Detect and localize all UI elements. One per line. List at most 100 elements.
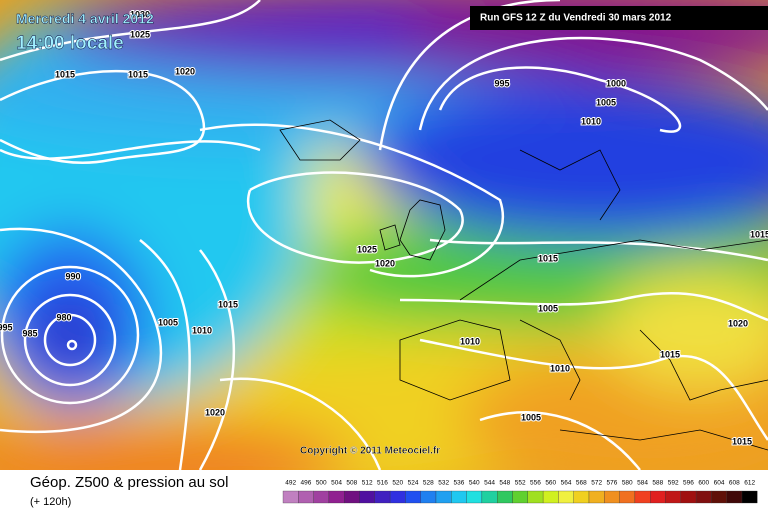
legend-label: 528 xyxy=(423,480,434,487)
legend-label: 552 xyxy=(515,480,526,487)
isobar-label: 1010 xyxy=(460,336,480,346)
legend-swatch xyxy=(619,490,636,504)
legend-label: 532 xyxy=(438,480,449,487)
isobar-label: 1020 xyxy=(728,318,748,328)
legend-label: 520 xyxy=(392,480,403,487)
isobar-label: 1010 xyxy=(192,325,212,335)
legend-label: 524 xyxy=(408,480,419,487)
time-label: 14:00 locale xyxy=(16,33,124,54)
legend-swatch xyxy=(588,490,605,504)
legend-swatch xyxy=(328,490,345,504)
legend-label: 536 xyxy=(454,480,465,487)
isobar-label: 990 xyxy=(65,271,80,281)
legend-label: 596 xyxy=(683,480,694,487)
isobar-label: 995 xyxy=(494,78,509,88)
isobar-label: 1025 xyxy=(130,29,150,39)
legend-swatch xyxy=(558,490,574,504)
isobar-label: 1010 xyxy=(550,363,570,373)
legend-label: 604 xyxy=(714,480,725,487)
legend-label: 540 xyxy=(469,480,480,487)
legend-swatch xyxy=(726,490,743,504)
legend-label: 572 xyxy=(591,480,602,487)
legend-swatch xyxy=(313,490,330,504)
legend-swatch xyxy=(573,490,590,504)
legend-label: 608 xyxy=(729,480,740,487)
legend-swatch xyxy=(344,490,360,504)
isobar-label: 1015 xyxy=(55,69,75,79)
legend-label: 612 xyxy=(744,480,755,487)
legend-label: 592 xyxy=(668,480,679,487)
legend-swatch xyxy=(420,490,437,504)
legend-swatch xyxy=(497,490,513,504)
isobar-label: 1010 xyxy=(581,116,601,126)
map-field: 1030 1025 1015 1015 1020 995 1000 1005 1010 1025 1… xyxy=(0,0,768,470)
isobar-label: 1015 xyxy=(218,299,238,309)
isobar-label: 1005 xyxy=(521,412,541,422)
legend-swatch xyxy=(481,490,498,504)
isobar-label: 1015 xyxy=(750,229,768,239)
legend-label: 564 xyxy=(561,480,572,487)
isobar-label: 1015 xyxy=(732,436,752,446)
legend-label: 556 xyxy=(530,480,541,487)
legend-swatch xyxy=(374,490,391,504)
legend-label: 584 xyxy=(637,480,648,487)
isobar-labels: 1030 1025 1015 1015 1020 995 1000 1005 1010 1025 1… xyxy=(0,8,768,447)
legend-label: 580 xyxy=(622,480,633,487)
date-label: Mercredi 4 avril 2012 xyxy=(16,11,154,27)
isobar-label: 1015 xyxy=(128,69,148,79)
legend-label: 576 xyxy=(607,480,618,487)
legend-label: 600 xyxy=(698,480,709,487)
legend-swatch xyxy=(604,490,620,504)
legend-swatch xyxy=(389,490,406,504)
footer-lead: (+ 120h) xyxy=(30,496,71,508)
legend-label: 544 xyxy=(484,480,495,487)
legend-swatch xyxy=(435,490,452,504)
footer-title: Géop. Z500 & pression au sol xyxy=(30,474,228,491)
legend-label: 496 xyxy=(301,480,312,487)
isobar-label: 1000 xyxy=(606,78,626,88)
isobar-label: 1020 xyxy=(175,66,195,76)
isobar-label: 985 xyxy=(22,328,37,338)
legend-swatch xyxy=(466,490,483,504)
isobar-label: 1020 xyxy=(205,407,225,417)
legend-swatch xyxy=(282,490,299,504)
run-label: Run GFS 12 Z du Vendredi 30 mars 2012 xyxy=(480,13,672,24)
isobar-label: 1015 xyxy=(538,253,558,263)
legend-label: 568 xyxy=(576,480,587,487)
legend-swatch xyxy=(741,490,758,504)
legend-swatch xyxy=(359,490,375,504)
isobar-label: 1020 xyxy=(375,258,395,268)
legend-swatch xyxy=(680,490,697,504)
isobar-lines xyxy=(0,0,768,470)
legend-swatch xyxy=(695,490,712,504)
legend-label: 588 xyxy=(652,480,663,487)
legend-swatch xyxy=(711,490,727,504)
legend-label: 512 xyxy=(362,480,373,487)
isobar-label: 1005 xyxy=(158,317,178,327)
legend-label: 500 xyxy=(316,480,327,487)
legend-label: 508 xyxy=(346,480,357,487)
run-box xyxy=(470,6,768,30)
copyright: Copyright © 2011 Meteociel.fr xyxy=(300,446,440,457)
legend-label: 548 xyxy=(499,480,510,487)
isobar-label: 1030 xyxy=(130,9,150,19)
isobar-label: 980 xyxy=(56,312,71,322)
legend-swatch xyxy=(542,490,559,504)
isobar-label: 995 xyxy=(0,322,13,332)
legend-label: 560 xyxy=(545,480,556,487)
legend-swatch xyxy=(665,490,681,504)
legend-swatch xyxy=(405,490,421,504)
legend-label: 516 xyxy=(377,480,388,487)
color-legend: 492 496 500 504 508 512 516 520 524 528 532 536 540 5… xyxy=(282,480,758,504)
legend-swatch xyxy=(527,490,544,504)
legend-swatch xyxy=(451,490,467,504)
isobar-label: 1005 xyxy=(596,97,616,107)
legend-swatch xyxy=(634,490,651,504)
legend-swatch xyxy=(650,490,666,504)
coastlines xyxy=(279,119,768,451)
isobar-label: 1025 xyxy=(357,244,377,254)
legend-swatch xyxy=(512,490,528,504)
isobar-label: 1005 xyxy=(538,303,558,313)
